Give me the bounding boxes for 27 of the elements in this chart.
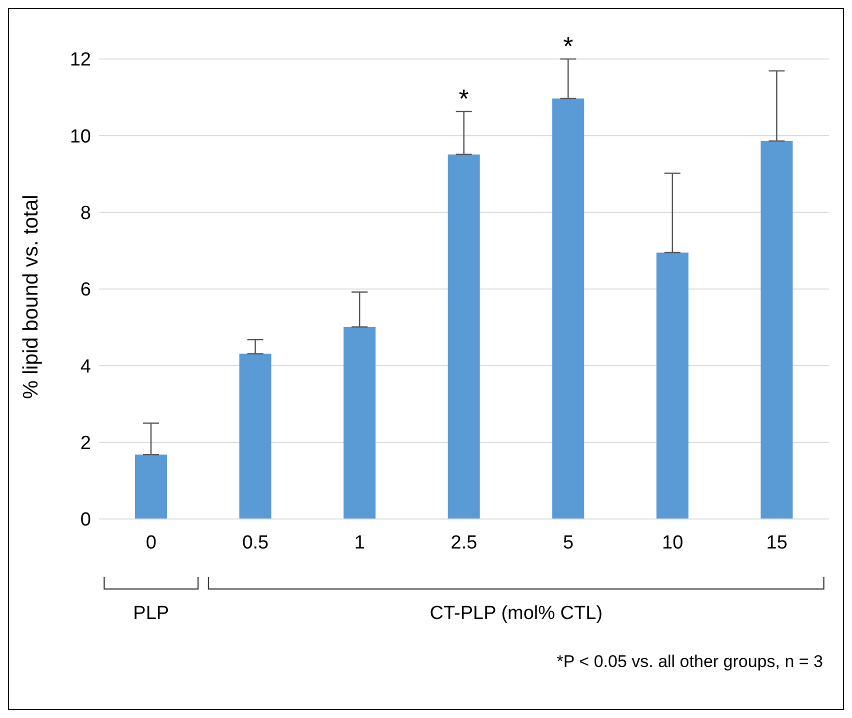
x-tick-label: 1 [354,532,366,554]
y-tick-label: 10 [70,126,91,148]
bar [656,252,688,519]
y-tick-label: 12 [70,50,91,71]
text: CT-PLP (mol% CTL) [430,603,603,624]
y-tick-label: 2 [80,433,91,454]
bar [448,154,480,519]
bar [552,98,584,519]
x-tick-label: 0.5 [242,532,269,554]
y-tick-label: 4 [80,356,92,378]
x-tick-label: 10 [662,532,684,554]
annotation: * [563,31,574,61]
x-tick-label: 15 [766,532,788,554]
y-tick-label: 6 [80,280,91,301]
y-axis-title: % lipid bound vs. total [19,194,42,399]
bar [760,141,793,519]
bar [135,454,167,519]
text: PLP [133,603,170,624]
annotation: * [458,84,469,114]
text: *P < 0.05 vs. all other groups, n = 3 [556,652,823,671]
bar [239,354,272,519]
x-tick-label: 2.5 [450,532,478,554]
x-tick-label: 0 [146,532,156,554]
y-tick-label: 0 [80,510,91,531]
y-tick-label: 8 [80,203,91,224]
x-tick-label: 5 [562,532,574,554]
bar [344,326,376,519]
